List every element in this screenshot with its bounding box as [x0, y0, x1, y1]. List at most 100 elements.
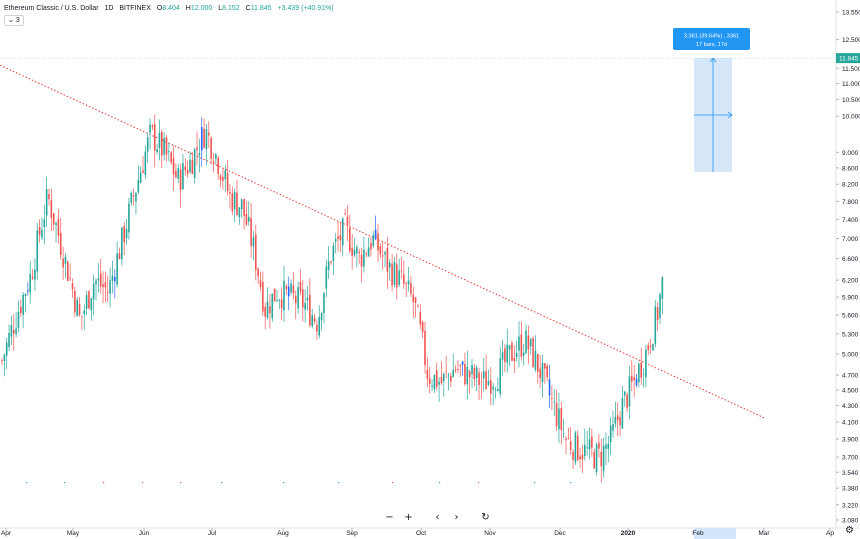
- candle-body: [647, 345, 650, 350]
- candle-body: [85, 295, 88, 309]
- candle-body: [518, 336, 520, 351]
- candle-body: [435, 370, 438, 387]
- candle-body: [294, 295, 297, 304]
- candle-body: [172, 158, 175, 175]
- candle-body: [36, 230, 39, 272]
- volume-mark: [478, 482, 480, 484]
- candle-body: [135, 192, 137, 202]
- time-tick-label: Jul: [208, 530, 217, 537]
- candle-body: [323, 293, 325, 314]
- candle-body: [593, 451, 595, 469]
- low-value: 8.152: [222, 5, 240, 12]
- candle-body: [104, 282, 107, 288]
- candle-body: [283, 280, 285, 311]
- time-tick-label: Feb: [692, 530, 704, 537]
- candle-body: [508, 345, 511, 350]
- candle-body: [12, 329, 15, 334]
- candle-body: [504, 348, 506, 362]
- reset-chart-button[interactable]: ↻: [478, 510, 493, 525]
- volume-mark: [26, 482, 28, 484]
- candle-body: [513, 358, 516, 361]
- interval[interactable]: 1D: [104, 5, 114, 12]
- measure-time-range: [694, 528, 736, 539]
- price-tick-label: 4.100: [842, 419, 859, 426]
- candle-body: [311, 315, 313, 326]
- candle-body: [497, 389, 499, 392]
- candle-body: [649, 346, 652, 348]
- candle-body: [1, 360, 3, 362]
- trendline[interactable]: [0, 64, 765, 419]
- candle-body: [327, 261, 330, 270]
- candle-body: [109, 280, 111, 294]
- candle-body: [177, 167, 180, 179]
- price-tick-label: 4.500: [842, 387, 859, 394]
- candle-body: [20, 307, 22, 314]
- candle-body: [490, 380, 492, 394]
- candle-body: [337, 236, 339, 239]
- candle-body: [29, 273, 31, 293]
- candle-body: [555, 402, 558, 427]
- candle-body: [445, 371, 447, 373]
- time-tick-label: May: [67, 530, 80, 537]
- candle-body: [384, 252, 386, 255]
- price-axis[interactable]: 13.550 12.500 11.500 11.000 10.500 10.000 9.00…: [0, 0, 860, 528]
- zoom-out-button[interactable]: −: [382, 510, 397, 525]
- candle-body: [452, 369, 454, 378]
- volume-mark: [338, 482, 340, 484]
- symbol-name[interactable]: Ethereum Classic / U.S. Dollar: [4, 5, 99, 12]
- time-tick-label: Ap: [826, 530, 834, 537]
- candle-body: [363, 249, 365, 267]
- candle-body: [367, 247, 370, 257]
- time-axis[interactable]: AprMayJunJulAugSepOctNovDec2020FebMarApF…: [0, 527, 860, 539]
- candle-body: [485, 371, 487, 390]
- candle-body: [276, 300, 278, 301]
- candle-body: [529, 339, 532, 347]
- scroll-left-button[interactable]: ‹: [430, 510, 445, 525]
- indicators-toggle[interactable]: ⌄ 3: [4, 15, 24, 26]
- candle-body: [210, 138, 212, 160]
- candle-body: [654, 306, 657, 344]
- candle-body: [146, 137, 149, 152]
- candle-body: [34, 269, 36, 280]
- candle-body: [224, 170, 227, 180]
- candle-body: [262, 282, 264, 312]
- candle-body: [405, 283, 407, 285]
- candle-body: [196, 147, 198, 150]
- candle-body: [142, 170, 144, 173]
- candle-body: [287, 286, 290, 297]
- candle-body: [139, 172, 142, 184]
- time-tick-label: Jun: [139, 530, 150, 537]
- candle-body: [431, 385, 433, 387]
- candle-body: [297, 286, 299, 309]
- candle-body: [537, 353, 539, 372]
- scroll-right-button[interactable]: ›: [449, 510, 464, 525]
- candle-body: [494, 389, 497, 391]
- candle-body: [586, 447, 588, 449]
- candle-body: [619, 417, 621, 426]
- last-price-label: 11.845: [839, 56, 859, 63]
- candle-body: [144, 151, 147, 176]
- candle-body: [631, 375, 633, 382]
- candle-body: [499, 358, 501, 394]
- zoom-in-button[interactable]: +: [401, 510, 416, 525]
- candle-body: [118, 253, 121, 260]
- candle-body: [581, 454, 584, 460]
- measure-tool[interactable]: 3.361 (39.64%) , 3361 17 bars, 17d: [673, 28, 750, 172]
- candle-body: [90, 298, 93, 311]
- candle-body: [247, 216, 250, 222]
- candle-body: [17, 311, 20, 328]
- time-tick-label: Dec: [554, 530, 566, 537]
- gear-icon[interactable]: ⚙: [845, 525, 854, 536]
- price-tick-label: 4.300: [842, 403, 859, 410]
- price-tick-label: 7.400: [842, 217, 859, 224]
- candle-body: [614, 416, 617, 424]
- candle-body: [464, 363, 466, 385]
- candle-body: [475, 367, 478, 378]
- time-tick-label: 2020: [621, 530, 636, 537]
- candle-body: [219, 175, 222, 181]
- candle-body: [393, 262, 396, 285]
- candle-body: [111, 275, 114, 281]
- candle-body: [574, 432, 577, 463]
- chevron-down-icon: ⌄: [8, 17, 14, 24]
